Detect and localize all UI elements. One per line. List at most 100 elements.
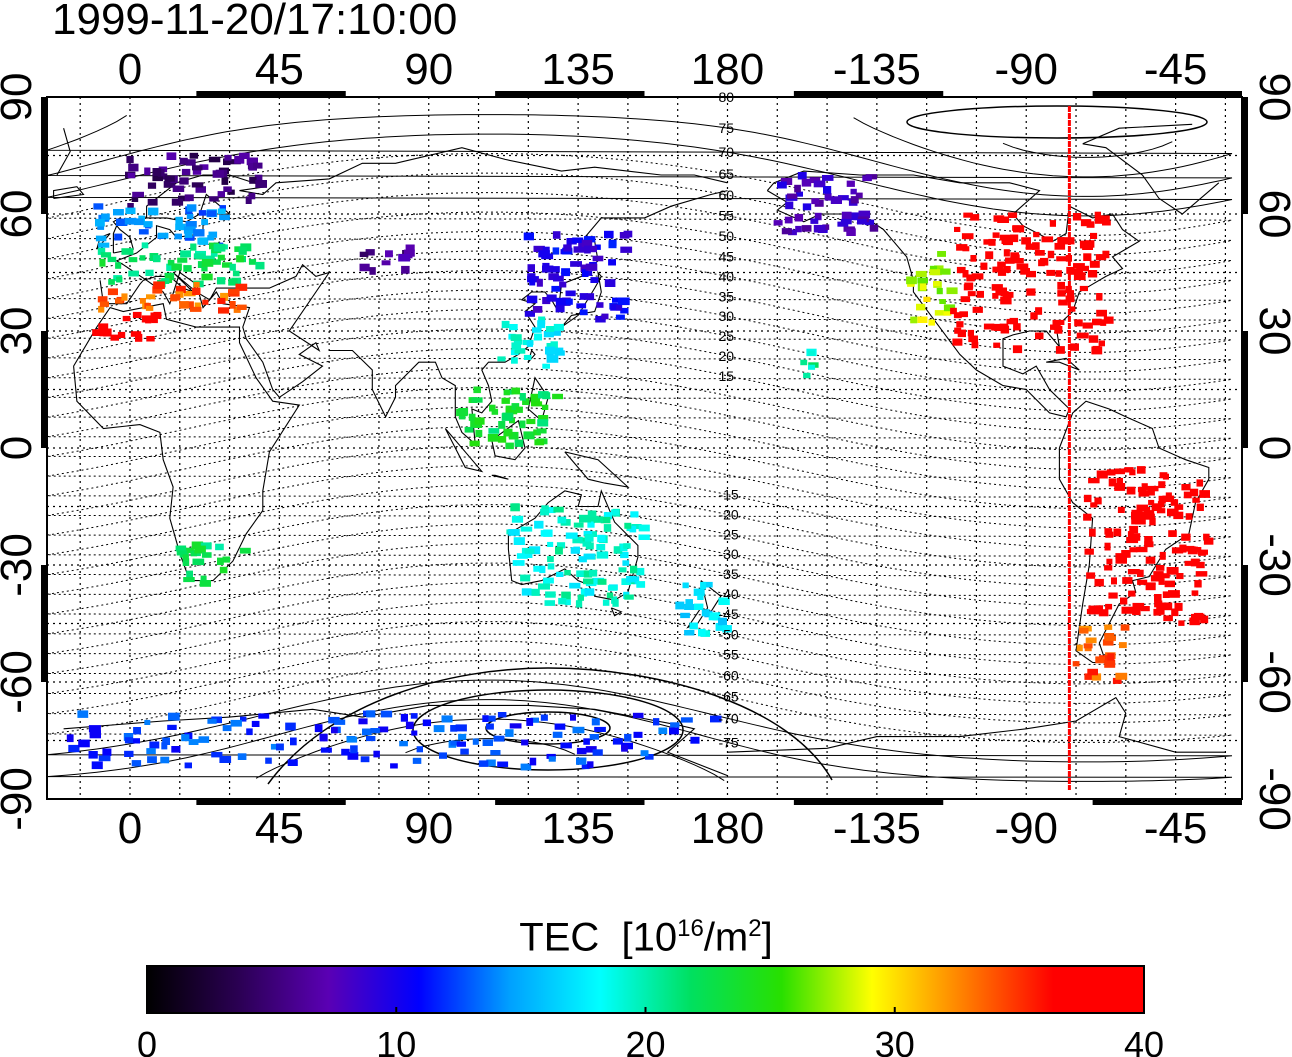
- tec-point: [1012, 258, 1024, 264]
- colorbar-label: TEC: [519, 915, 600, 960]
- tec-point: [201, 265, 208, 272]
- tec-point: [781, 228, 792, 235]
- tec-point: [399, 740, 408, 747]
- tec-point: [359, 251, 369, 257]
- tec-point: [127, 172, 135, 179]
- tec-point: [228, 278, 238, 286]
- contour-line: [405, 738, 575, 755]
- contour-label: 30: [718, 308, 734, 324]
- tec-point: [248, 259, 257, 265]
- tec-point: [223, 158, 231, 166]
- tec-point: [573, 522, 584, 528]
- tec-point: [78, 739, 90, 748]
- tec-point: [198, 736, 210, 743]
- tec-point: [1168, 530, 1177, 537]
- tec-point: [95, 235, 107, 242]
- tec-point: [551, 285, 561, 292]
- tec-point: [570, 261, 582, 267]
- contour-label: 70: [718, 144, 734, 160]
- tec-point: [141, 315, 152, 323]
- tec-point: [186, 204, 197, 212]
- tec-point: [1108, 478, 1117, 487]
- tec-point: [545, 346, 556, 355]
- lon-tick-label-top: 45: [255, 45, 304, 94]
- tec-point: [997, 216, 1009, 223]
- tec-data-points: [66, 152, 1214, 771]
- tec-point: [175, 216, 183, 225]
- tec-point: [529, 279, 536, 286]
- contour-label: -45: [718, 606, 738, 622]
- tec-point: [1035, 332, 1044, 340]
- tec-point: [1046, 269, 1055, 276]
- tec-point: [1010, 252, 1019, 261]
- tec-point: [175, 545, 187, 552]
- tec-point: [992, 266, 1004, 273]
- lat-tick-label-left: -60: [0, 650, 41, 714]
- tec-point: [497, 761, 509, 768]
- tec-point: [132, 311, 142, 318]
- tec-point: [596, 302, 604, 308]
- tec-point: [1200, 615, 1209, 624]
- tec-point: [1107, 653, 1115, 661]
- coastline-segment: [610, 607, 623, 617]
- tec-point: [954, 327, 962, 334]
- tec-point: [1126, 486, 1136, 495]
- tec-point: [157, 232, 169, 239]
- tec-point: [536, 428, 547, 434]
- tec-point: [532, 306, 543, 313]
- tec-point: [161, 742, 168, 750]
- tec-point: [450, 725, 458, 732]
- frame-band: [793, 91, 944, 97]
- tec-point: [1049, 220, 1056, 227]
- tec-point: [519, 420, 526, 429]
- tec-point: [1156, 605, 1165, 613]
- tec-point: [1087, 270, 1098, 278]
- tec-point: [846, 180, 855, 187]
- tec-point: [237, 753, 247, 760]
- coastline-segment: [491, 474, 509, 480]
- tec-point: [1157, 609, 1165, 615]
- tec-point: [131, 738, 140, 744]
- tec-point: [658, 727, 668, 734]
- tec-point: [184, 235, 195, 241]
- tec-point: [215, 543, 224, 551]
- tec-point: [524, 310, 535, 317]
- tec-point: [390, 763, 398, 769]
- tec-point: [211, 751, 223, 758]
- lon-tick-label-top: 180: [691, 45, 764, 94]
- tec-point: [181, 168, 191, 176]
- tec-point: [1104, 542, 1111, 551]
- tec-point: [201, 552, 212, 558]
- tec-point: [170, 294, 181, 301]
- tec-point: [192, 167, 202, 175]
- tec-point: [1198, 550, 1207, 556]
- tec-point: [636, 567, 645, 576]
- tec-point: [1135, 546, 1148, 553]
- tec-point: [217, 297, 226, 304]
- tec-point: [632, 712, 644, 719]
- tec-point: [497, 712, 507, 718]
- tec-point: [801, 178, 812, 187]
- tec-point: [1131, 511, 1139, 520]
- contour-line: [46, 114, 1233, 178]
- tec-point: [556, 542, 566, 549]
- tec-point: [936, 287, 943, 295]
- tec-point: [164, 175, 175, 182]
- tec-point: [456, 741, 466, 747]
- tec-point: [583, 738, 590, 745]
- tec-point: [584, 588, 595, 596]
- tec-point: [623, 543, 631, 549]
- tec-point: [583, 553, 595, 560]
- tec-point: [236, 304, 247, 310]
- tec-point: [1108, 592, 1118, 599]
- tec-point: [581, 764, 590, 770]
- tec-point: [505, 405, 514, 414]
- tec-point: [580, 588, 588, 597]
- contour-loop-south-outer: [267, 667, 833, 785]
- tec-point: [702, 581, 713, 588]
- tec-point: [928, 319, 935, 326]
- tec-point: [122, 315, 131, 322]
- tec-point: [850, 188, 857, 195]
- tec-point: [565, 532, 578, 539]
- tec-point: [107, 288, 118, 296]
